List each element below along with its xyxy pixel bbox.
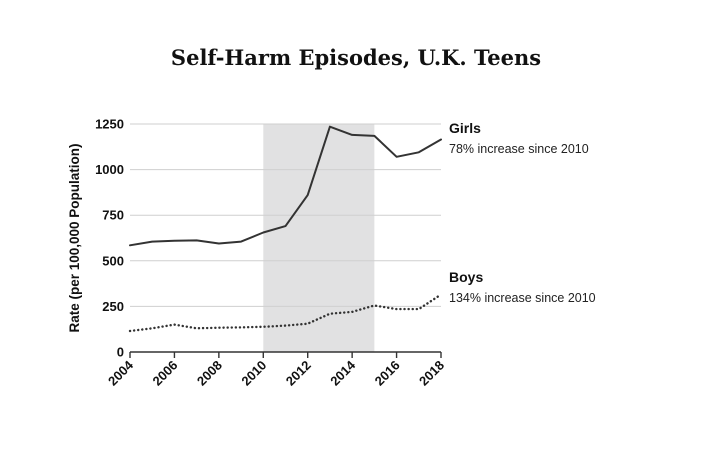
y-tick-label-750: 750 [102,208,124,223]
x-tick-label-2012: 2012 [283,358,314,389]
y-axis-label: Rate (per 100,000 Population) [67,143,82,332]
x-tick-marks [129,352,442,358]
boys-series-annotation: 134% increase since 2010 [449,291,596,305]
y-tick-labels: 0 250 500 750 1000 1250 [95,117,124,360]
chart-title: Self-Harm Episodes, U.K. Teens [171,45,541,70]
girls-series-annotation: 78% increase since 2010 [449,142,589,156]
y-tick-label-250: 250 [102,299,124,314]
x-tick-label-2016: 2016 [372,358,403,389]
y-tick-label-500: 500 [102,253,124,268]
boys-series-name: Boys [449,269,483,285]
x-tick-label-2008: 2008 [194,358,225,389]
girls-series-name: Girls [449,120,481,136]
x-tick-label-2006: 2006 [149,358,180,389]
y-tick-label-1250: 1250 [95,117,124,132]
x-tick-label-2018: 2018 [416,358,447,389]
girls-series-line [129,125,442,247]
x-tick-label-2014: 2014 [327,357,359,389]
y-tick-label-0: 0 [117,345,124,360]
y-tick-label-1000: 1000 [95,162,124,177]
x-tick-label-2004: 2004 [105,357,137,389]
x-tick-label-2010: 2010 [238,358,269,389]
gridlines [130,123,441,307]
boys-series-line [128,293,443,333]
x-tick-labels: 2004 2006 2008 2010 2012 2014 2016 2018 [105,357,447,389]
series-lines [128,125,443,333]
